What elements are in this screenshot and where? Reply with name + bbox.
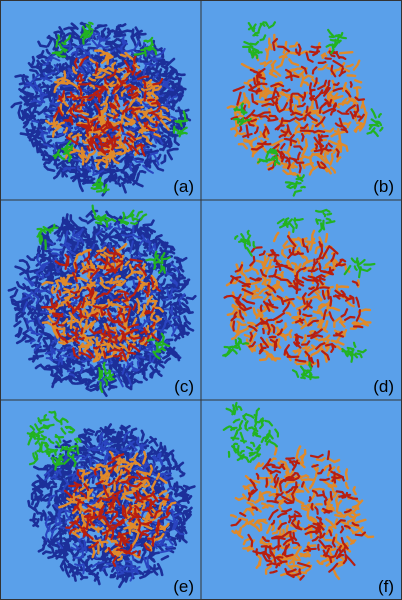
panel-label: (a) xyxy=(173,177,194,196)
panel-label: (b) xyxy=(373,177,394,196)
core-molecules xyxy=(53,55,164,157)
surfactant-cluster xyxy=(52,140,74,163)
surfactant-cluster xyxy=(51,34,72,58)
surfactant-cluster xyxy=(341,341,367,363)
surfactant-cluster xyxy=(232,102,252,127)
panel-label: (e) xyxy=(173,577,194,596)
core-molecules xyxy=(63,453,172,567)
surfactant-cluster xyxy=(284,174,306,197)
surfactant-cluster xyxy=(118,209,148,226)
surfactant-cluster xyxy=(343,257,376,279)
surfactant-cluster xyxy=(366,108,384,138)
surfactant-cluster xyxy=(222,337,250,358)
surfactant-cluster xyxy=(276,217,304,233)
renderings xyxy=(7,21,384,589)
surfactant-cluster xyxy=(26,410,82,471)
surfactant-cluster xyxy=(291,361,320,381)
surfactant-cluster xyxy=(242,40,263,60)
surfactant-cluster xyxy=(247,21,276,42)
surfactant-cluster xyxy=(145,250,171,274)
surfactant-cluster xyxy=(90,176,110,194)
surfactant-cluster xyxy=(172,110,189,138)
core-molecules xyxy=(230,38,366,174)
panel-label: (c) xyxy=(174,377,194,396)
core-molecules xyxy=(223,235,364,368)
surfactant-cluster xyxy=(80,21,94,45)
core-molecules xyxy=(230,450,366,581)
surfactant-cluster xyxy=(222,401,279,463)
panel-label: (f) xyxy=(378,577,394,596)
surfactant-cluster xyxy=(146,332,171,360)
surfactant-cluster xyxy=(234,229,256,257)
surfactant-cluster xyxy=(91,204,117,228)
surfactant-cluster xyxy=(325,28,347,55)
surfactant-cluster xyxy=(97,361,115,393)
core-molecules xyxy=(41,247,161,362)
surfactant-cluster xyxy=(315,208,336,233)
surfactant-cluster xyxy=(133,36,158,57)
surfactant-cluster xyxy=(257,148,281,167)
panel-label: (d) xyxy=(373,377,394,396)
surfactant-cluster xyxy=(36,223,59,251)
